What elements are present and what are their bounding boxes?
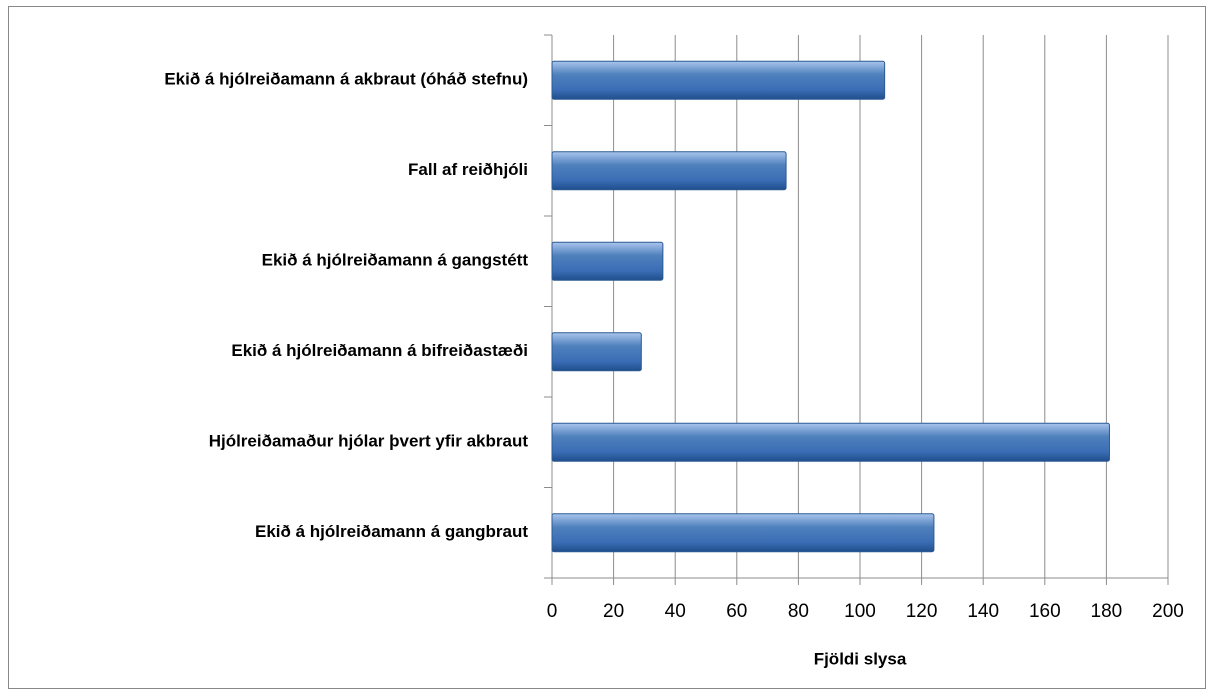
bar [551, 60, 886, 100]
y-tick-label: Ekið á hjólreiðamann á gangbraut [255, 522, 528, 541]
x-tick-label: 0 [547, 601, 558, 622]
x-tick-label: 120 [906, 601, 938, 622]
bar [551, 513, 935, 553]
x-tick-label: 140 [967, 601, 999, 622]
x-tick-label: 180 [1091, 601, 1123, 622]
x-tick-label: 40 [665, 601, 686, 622]
x-tick-label: 20 [603, 601, 624, 622]
y-tick-label: Hjólreiðamaður hjólar þvert yfir akbraut [209, 432, 529, 451]
x-tick-label: 160 [1029, 601, 1061, 622]
y-tick-label: Ekið á hjólreiðamann á gangstétt [262, 251, 529, 270]
x-tick-label: 100 [844, 601, 876, 622]
y-tick-label: Fall af reiðhjóli [408, 160, 528, 179]
x-tick-label: 60 [726, 601, 747, 622]
x-axis-title: Fjöldi slysa [814, 649, 907, 668]
x-tick-label: 80 [788, 601, 809, 622]
y-tick-label: Ekið á hjólreiðamann á akbraut (óháð ste… [164, 70, 528, 89]
y-tick-label: Ekið á hjólreiðamann á bifreiðastæði [231, 341, 528, 360]
bar [551, 241, 664, 281]
bar [551, 422, 1110, 462]
bar [551, 151, 787, 191]
bar [551, 332, 642, 372]
x-tick-label: 200 [1152, 601, 1184, 622]
